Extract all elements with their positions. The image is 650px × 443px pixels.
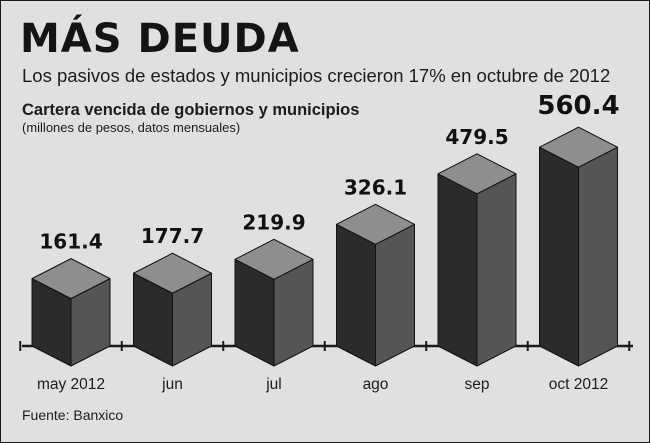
bar-top-face [133, 252, 212, 294]
data-label: 326.1 [344, 175, 407, 199]
bar [31, 258, 111, 367]
bar-face-front [336, 223, 376, 367]
bar-top-face [539, 126, 618, 168]
bar [437, 153, 517, 367]
bar [539, 126, 618, 367]
bar-top-face [234, 238, 314, 280]
bar-face-side [476, 173, 517, 367]
data-label: 560.4 [537, 91, 619, 121]
x-tick-label: sep [465, 376, 490, 393]
data-label: 177.7 [141, 224, 204, 248]
bar-top-face [31, 258, 111, 300]
bar [336, 203, 415, 367]
data-label: 219.9 [242, 210, 305, 234]
x-tick-label: jun [161, 376, 183, 393]
bar-top-face [437, 153, 517, 195]
source-note: Fuente: Banxico [22, 407, 124, 423]
chart-title: Cartera vencida de gobiernos y municipio… [22, 101, 360, 119]
bar-face-front [437, 173, 478, 367]
bar-face-front [539, 146, 579, 367]
bar [133, 252, 212, 367]
bar [234, 238, 314, 367]
x-tick-label: oct 2012 [549, 376, 608, 393]
bar-face-side [375, 223, 415, 367]
bar-top-face [336, 203, 415, 245]
x-tick-label: ago [363, 376, 389, 393]
subheadline: Los pasivos de estados y municipios crec… [22, 65, 611, 86]
data-label: 161.4 [39, 230, 102, 254]
data-label: 479.5 [445, 125, 508, 149]
chart-subtitle: (millones de pesos, datos mensuales) [22, 120, 241, 135]
x-tick-label: jul [265, 376, 282, 393]
bar-face-side [578, 146, 618, 367]
x-tick-label: may 2012 [37, 376, 105, 393]
headline: MÁS DEUDA [20, 16, 300, 62]
